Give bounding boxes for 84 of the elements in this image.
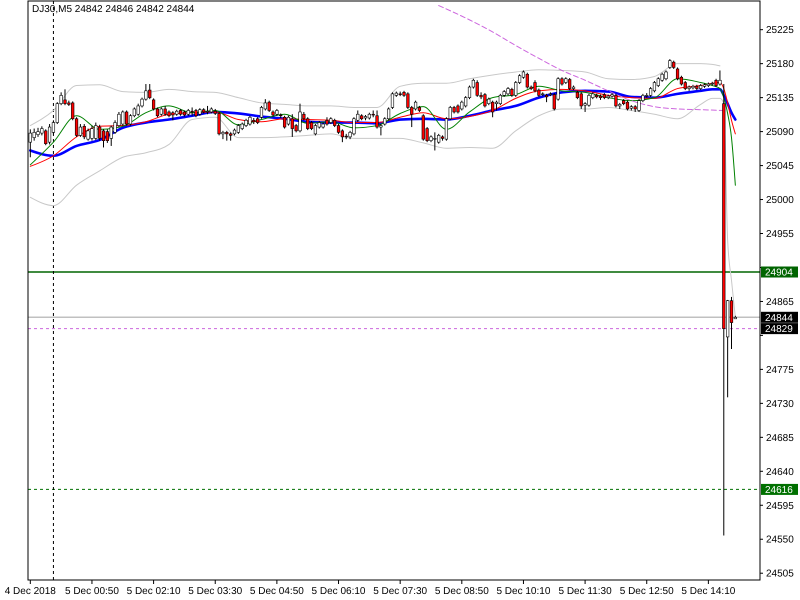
candlestick	[587, 93, 591, 108]
candlestick	[637, 98, 641, 112]
candlestick	[298, 103, 302, 133]
candlestick	[422, 114, 425, 142]
line-series	[438, 5, 724, 111]
x-tick-label: 5 Dec 11:30	[558, 586, 612, 597]
candlestick	[614, 93, 618, 108]
x-tick-label: 5 Dec 00:50	[64, 586, 120, 597]
candlestick	[125, 110, 128, 126]
candlestick	[580, 92, 583, 110]
candlestick	[668, 58, 672, 70]
candlestick	[483, 92, 487, 108]
y-tick-label: 25000	[766, 195, 794, 206]
candlestick	[82, 124, 86, 140]
candlestick	[352, 116, 356, 136]
candlestick	[456, 104, 460, 114]
candlestick	[36, 127, 40, 138]
candlestick	[433, 132, 436, 151]
candlestick	[526, 72, 529, 90]
candlestick	[121, 110, 124, 126]
candlestick	[286, 115, 290, 126]
candlestick	[248, 115, 252, 126]
x-tick-label: 5 Dec 04:50	[250, 586, 304, 597]
x-tick-label: 5 Dec 02:10	[126, 586, 181, 597]
candlestick	[164, 105, 167, 116]
x-tick-label: 5 Dec 03:30	[188, 586, 243, 597]
candlestick	[652, 80, 656, 93]
candlestick	[336, 124, 340, 134]
candlestick	[268, 100, 271, 112]
ref-line-label: 24844	[765, 312, 794, 324]
y-tick-label: 25045	[766, 161, 794, 172]
x-tick-label: 5 Dec 06:10	[312, 586, 366, 597]
candlestick	[102, 128, 106, 148]
candlestick	[63, 88, 67, 106]
candlestick	[290, 114, 294, 138]
candlestick	[390, 92, 394, 110]
candlestick	[171, 110, 174, 121]
x-tick-label: 5 Dec 10:10	[496, 586, 551, 597]
x-tick-label: 4 Dec 2018	[4, 586, 56, 597]
x-tick-label: 5 Dec 14:10	[681, 586, 736, 597]
candlestick	[90, 125, 94, 142]
candlestick	[260, 105, 264, 120]
ref-line-label: 24829	[765, 324, 794, 336]
y-tick-label: 24775	[766, 364, 794, 376]
y-tick-label: 24955	[766, 229, 794, 240]
candlestick	[86, 128, 90, 142]
candlestick	[310, 120, 314, 131]
y-tick-label: 24865	[766, 296, 794, 308]
candlestick	[217, 111, 221, 136]
candlestick	[718, 70, 722, 86]
ref-line-label: 24904	[765, 268, 794, 279]
line-series	[30, 63, 720, 126]
candlestick	[730, 296, 734, 350]
candlestick	[148, 84, 152, 100]
ref-line-label: 24616	[765, 484, 794, 496]
candlestick	[48, 124, 52, 145]
candlestick	[476, 80, 479, 98]
y-tick-label: 24730	[766, 398, 794, 410]
x-tick-label: 5 Dec 08:50	[434, 586, 490, 597]
candlestick	[94, 122, 98, 140]
candlestick	[460, 100, 464, 111]
y-tick-label: 24685	[766, 432, 794, 444]
line-series	[30, 78, 736, 186]
candlestick	[314, 124, 318, 136]
candlestick	[491, 100, 494, 118]
x-tick-label: 5 Dec 12:50	[620, 586, 674, 597]
candlestick	[414, 100, 418, 111]
candlestick	[626, 100, 630, 111]
y-tick-label: 25225	[766, 25, 794, 36]
candlestick	[375, 110, 379, 130]
y-tick-label: 25090	[766, 127, 794, 138]
y-tick-label: 24550	[766, 534, 794, 546]
y-tick-label: 24505	[766, 568, 794, 580]
candlestick	[225, 130, 228, 142]
y-tick-label: 24640	[766, 466, 794, 478]
candlestick	[106, 128, 109, 144]
candlestick	[236, 124, 240, 134]
candlestick	[664, 70, 668, 81]
candlestick	[282, 115, 286, 130]
y-tick-label: 25180	[766, 59, 794, 70]
y-tick-label: 25135	[766, 93, 794, 104]
y-tick-label: 24595	[766, 500, 794, 512]
chart-title: DJ30,M5 24842 24846 24842 24844	[32, 4, 195, 15]
x-tick-label: 5 Dec 07:30	[373, 586, 428, 597]
